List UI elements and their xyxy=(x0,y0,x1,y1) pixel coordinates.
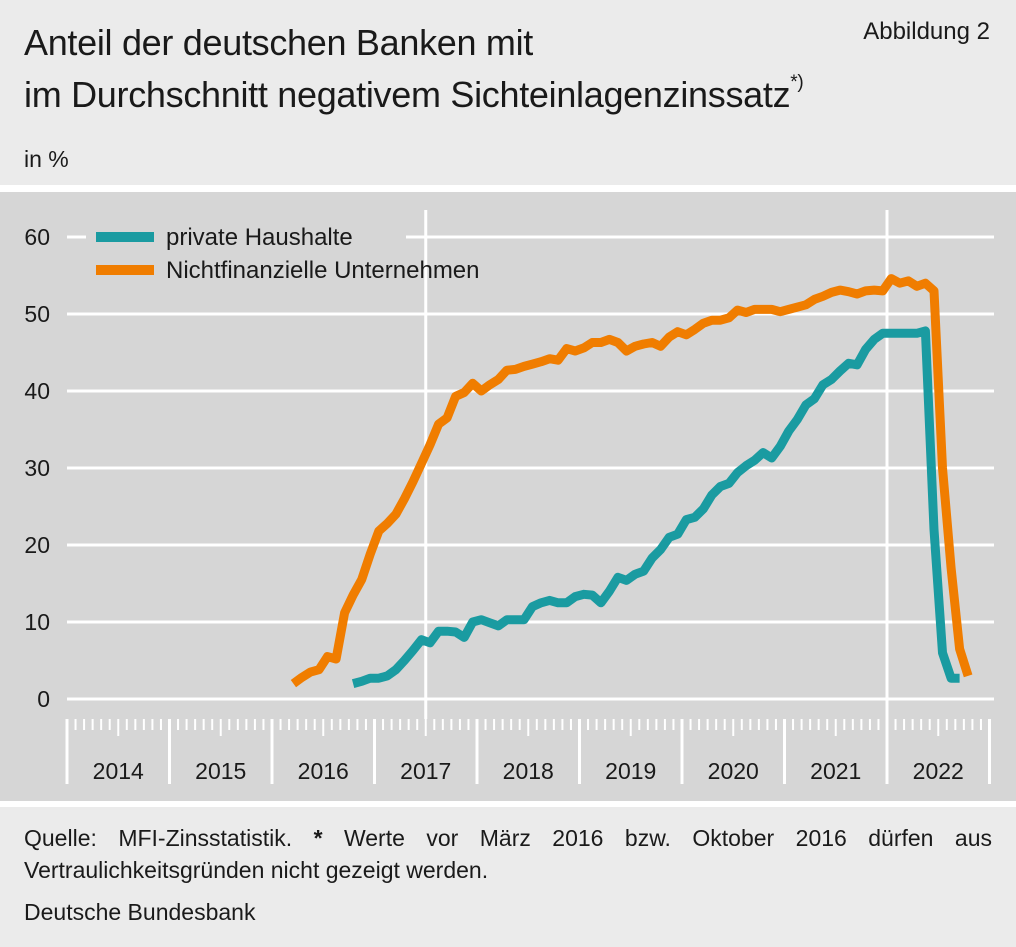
x-tick-label-2018: 2018 xyxy=(503,758,554,784)
y-tick-labels: 0 10 20 30 40 50 60 xyxy=(24,224,50,712)
x-tick-label-2016: 2016 xyxy=(298,758,349,784)
series-line-nichtfinanzielle-unternehmen xyxy=(290,274,973,688)
y-tick-label-60: 60 xyxy=(24,224,50,250)
divider-bottom xyxy=(0,801,1016,807)
legend-swatch-private-haushalte xyxy=(96,232,154,242)
y-axis-unit: in % xyxy=(24,146,69,172)
x-tick-label-2015: 2015 xyxy=(195,758,246,784)
chart-title-line-2-text: im Durchschnitt negativem Sichteinlagenz… xyxy=(24,74,791,115)
source-text: Werte vor März 2016 bzw. Oktober 2016 dü… xyxy=(24,825,993,883)
chart-title-line-1: Anteil der deutschen Banken mit xyxy=(24,22,534,63)
y-tick-label-0: 0 xyxy=(37,686,50,712)
legend-label-private-haushalte: private Haushalte xyxy=(166,224,353,251)
y-tick-label-30: 30 xyxy=(24,455,50,481)
y-tick-label-50: 50 xyxy=(24,301,50,327)
source-star: * xyxy=(313,825,323,851)
legend-background xyxy=(86,219,406,287)
y-tick-label-10: 10 xyxy=(24,609,50,635)
series-line-private-haushalte xyxy=(351,326,960,688)
source-note: Quelle: MFI-Zinsstatistik. * Werte vor M… xyxy=(24,822,992,886)
title-footnote-mark: *) xyxy=(790,72,804,93)
x-tick-label-2017: 2017 xyxy=(400,758,451,784)
divider-top xyxy=(0,185,1016,192)
publisher: Deutsche Bundesbank xyxy=(24,899,256,925)
x-tick-label-2019: 2019 xyxy=(605,758,656,784)
legend-swatch-unternehmen xyxy=(96,265,154,275)
figure-label: Abbildung 2 xyxy=(863,18,990,45)
x-tick-label-2021: 2021 xyxy=(810,758,861,784)
series-lines xyxy=(290,274,973,688)
x-tick-label-2022: 2022 xyxy=(913,758,964,784)
x-tick-label-2014: 2014 xyxy=(93,758,144,784)
source-prefix: Quelle: MFI-Zinsstatistik. xyxy=(24,825,293,851)
y-tick-label-40: 40 xyxy=(24,378,50,404)
x-tick-label-2020: 2020 xyxy=(708,758,759,784)
legend-label-unternehmen: Nichtfinanzielle Unternehmen xyxy=(166,257,480,284)
legend: private Haushalte Nichtfinanzielle Unter… xyxy=(86,219,480,287)
grid-lines xyxy=(67,210,994,719)
chart-title-line-2: im Durchschnitt negativem Sichteinlagenz… xyxy=(24,66,804,118)
x-axis: 2014 2015 2016 2017 2018 2019 2020 2021 2022 xyxy=(65,719,991,784)
y-tick-label-20: 20 xyxy=(24,532,50,558)
chart-title: Anteil der deutschen Banken mit im Durch… xyxy=(24,20,804,118)
